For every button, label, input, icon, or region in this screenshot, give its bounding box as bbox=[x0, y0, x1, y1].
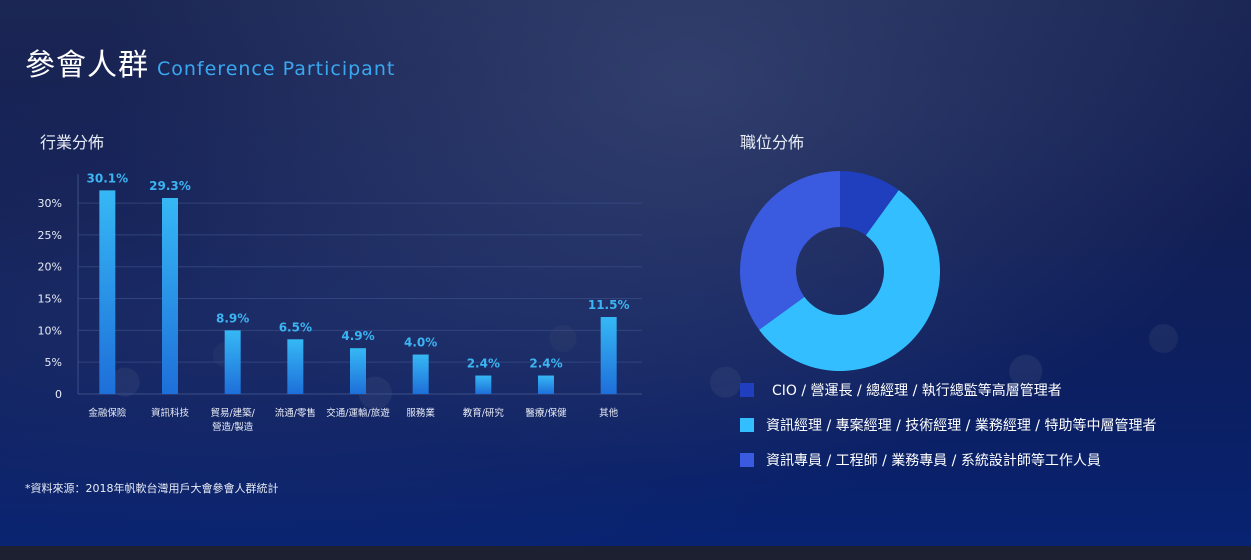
bar bbox=[350, 348, 366, 394]
y-tick-label: 30% bbox=[38, 197, 62, 210]
legend-label: CIO / 營運長 / 總經理 / 執行總監等高層管理者 bbox=[772, 382, 1062, 399]
bar bbox=[162, 198, 178, 394]
y-tick-label: 20% bbox=[38, 261, 62, 274]
bar-data-label: 2.4% bbox=[529, 357, 562, 371]
legend-item: CIO / 營運長 / 總經理 / 執行總監等高層管理者 bbox=[740, 372, 1156, 407]
donut-slice bbox=[840, 171, 899, 236]
legend-item: 資訊專員 / 工程師 / 業務專員 / 系統設計師等工作人員 bbox=[740, 442, 1156, 477]
bar bbox=[412, 354, 429, 394]
bar bbox=[99, 190, 116, 394]
bar-data-label: 2.4% bbox=[467, 357, 500, 371]
bar-data-label: 30.1% bbox=[87, 171, 129, 185]
bar-data-label: 6.5% bbox=[279, 320, 312, 334]
source-note: *資料來源：2018年帆軟台灣用戶大會參會人群統計 bbox=[25, 482, 279, 495]
x-tick-label: 其他 bbox=[599, 407, 619, 419]
legend-label: 資訊專員 / 工程師 / 業務專員 / 系統設計師等工作人員 bbox=[766, 452, 1101, 469]
bar-data-label: 29.3% bbox=[149, 179, 191, 193]
industry-bar-chart: 0 5% 10% 15% 20% 25% 30% 30.1% 金融保險 29.3% 資訊科技 8.9%… bbox=[38, 171, 642, 433]
position-donut-chart bbox=[740, 171, 940, 371]
bar-data-label: 4.9% bbox=[341, 329, 374, 343]
y-tick-label: 15% bbox=[38, 293, 62, 306]
bar bbox=[538, 375, 554, 394]
bar-data-label: 8.9% bbox=[216, 311, 249, 325]
page-subtitle: Conference Participant bbox=[157, 58, 396, 80]
bar bbox=[600, 317, 617, 394]
page-header: 參會人群 Conference Participant bbox=[25, 40, 395, 84]
background-photo bbox=[0, 0, 1251, 546]
legend-label: 資訊經理 / 專案經理 / 技術經理 / 業務經理 / 特助等中層管理者 bbox=[766, 417, 1157, 434]
x-tick-label: 醫療/保健 bbox=[525, 407, 567, 419]
donut-slice bbox=[740, 171, 840, 330]
x-tick-label: 教育/研究 bbox=[463, 407, 505, 419]
bar bbox=[475, 375, 492, 394]
bar-data-label: 4.0% bbox=[404, 336, 437, 350]
legend-swatch bbox=[740, 417, 754, 432]
x-tick-label: 資訊科技 bbox=[151, 407, 190, 419]
position-section-label: 職位分佈 bbox=[740, 133, 805, 152]
x-tick-label: 營造/製造 bbox=[212, 421, 254, 433]
y-tick-label: 5% bbox=[45, 356, 62, 369]
x-tick-label: 流通/零售 bbox=[275, 407, 316, 419]
donut-slice bbox=[759, 190, 940, 371]
y-tick-label: 10% bbox=[38, 324, 62, 337]
bar-data-label: 11.5% bbox=[588, 298, 630, 312]
bar bbox=[224, 330, 241, 394]
x-tick-label: 貿易/建築/ bbox=[210, 407, 255, 419]
x-tick-label: 服務業 bbox=[406, 407, 435, 419]
bar bbox=[287, 339, 304, 394]
legend-swatch bbox=[740, 452, 754, 467]
donut-legend: CIO / 營運長 / 總經理 / 執行總監等高層管理者 資訊經理 / 專案經理… bbox=[740, 372, 1156, 477]
x-tick-label: 交通/運輸/旅遊 bbox=[326, 407, 390, 419]
x-tick-label: 金融保險 bbox=[88, 407, 127, 419]
y-tick-label: 25% bbox=[38, 229, 62, 242]
background-crowd bbox=[0, 0, 1251, 546]
industry-section-label: 行業分佈 bbox=[40, 133, 105, 152]
y-tick-label: 0 bbox=[55, 388, 62, 401]
legend-swatch bbox=[740, 382, 754, 397]
page-title: 參會人群 bbox=[25, 48, 149, 83]
footer-band bbox=[0, 546, 1251, 560]
legend-item: 資訊經理 / 專案經理 / 技術經理 / 業務經理 / 特助等中層管理者 bbox=[740, 407, 1156, 442]
